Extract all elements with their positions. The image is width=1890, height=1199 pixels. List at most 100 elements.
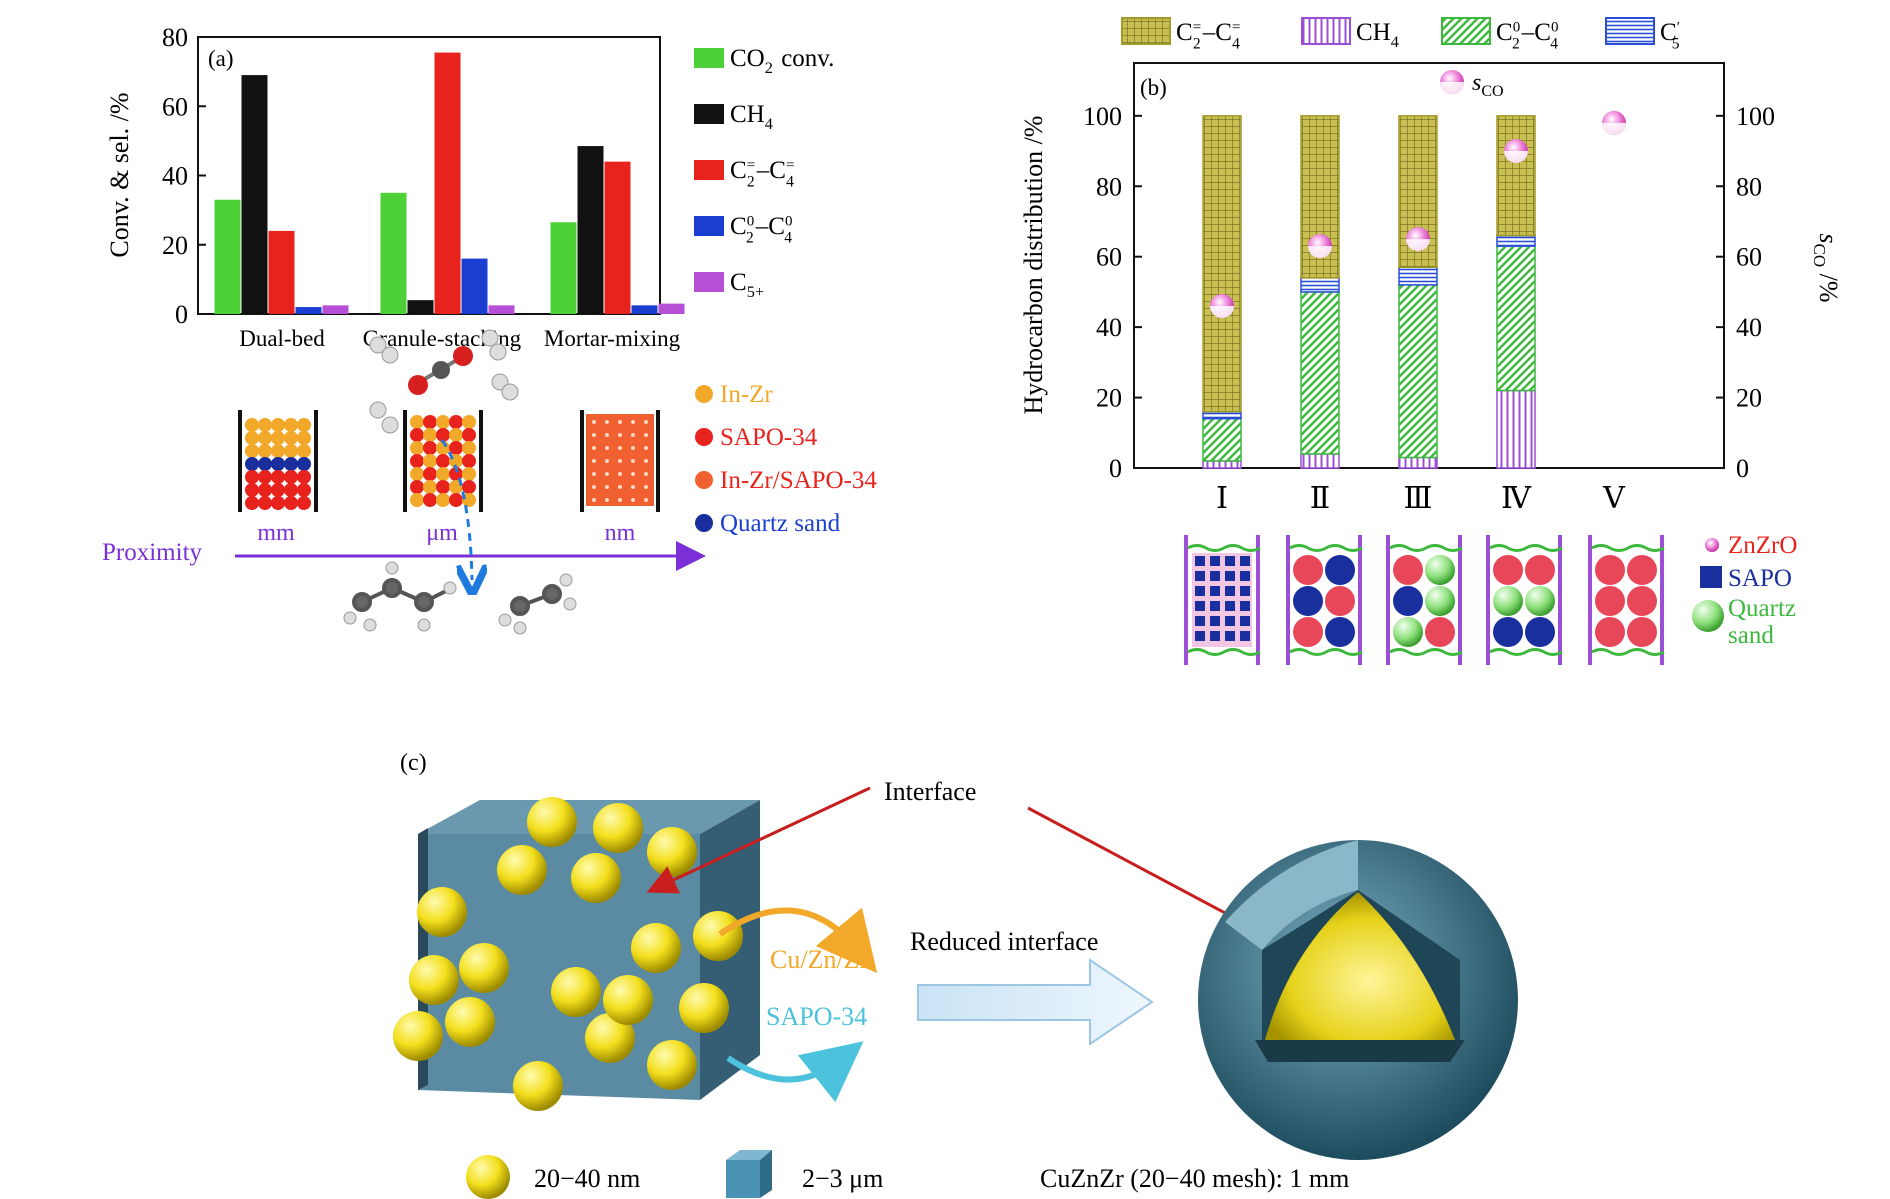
b-tube-3 (1486, 535, 1563, 665)
a-bar-mortar-mixing-3 (631, 305, 658, 314)
b-ytick-label-left-80: 80 (1096, 172, 1122, 201)
c-particle-7 (409, 955, 459, 1005)
b-ytick-label-left-20: 20 (1096, 384, 1122, 413)
panel-b-label: (b) (1140, 75, 1167, 100)
a-schem-legend-dot-0 (695, 385, 713, 403)
b-schem-legend-sphere-2 (1692, 600, 1724, 632)
a-ytick-label-80: 80 (162, 23, 188, 52)
a-bar-dual-bed-4 (322, 305, 349, 314)
panel-b-y2label: sCO /% (1810, 233, 1843, 302)
proximity-label: Proximity (102, 539, 203, 566)
b-legend-label-3: C′ 5 (1660, 19, 1682, 52)
b-bar-3-3 (1496, 115, 1536, 237)
legend-cube-icon (726, 1150, 772, 1198)
b-category-2: Ⅲ (1404, 482, 1433, 515)
a-legend-label-1: CH4 (730, 101, 775, 133)
b-ytick-label-right-60: 60 (1736, 243, 1762, 272)
c-particle-0 (527, 797, 577, 847)
a-legend-label-2: C= 2 –C= 4 (730, 157, 796, 190)
scale-label-nm: nm (605, 520, 636, 546)
panel-b-sco-legend: sCO (1440, 70, 1504, 100)
b-schem-legend-dot-0 (1705, 538, 1719, 552)
reduced-interface-label: Reduced interface (910, 927, 1098, 956)
a-legend-label-3: C0 2 –C0 4 (730, 213, 794, 246)
tube-dual-bed (238, 410, 318, 512)
b-ytick-label-left-100: 100 (1083, 102, 1122, 131)
a-legend-swatch-2 (694, 160, 724, 180)
co2-molecule-icon (408, 346, 473, 395)
a-schem-legend-label-1: SAPO-34 (720, 424, 818, 451)
legend-cube-label: 2−3 μm (802, 1164, 883, 1193)
legend-sphere-icon (466, 1155, 510, 1199)
panel-c-schematic: (c) Interface Cu/Zn/Zr SAPO-34 Reduced i… (393, 750, 1518, 1199)
c-particle-2 (647, 827, 697, 877)
c-particle-1 (593, 803, 643, 853)
panel-a-ylabel: Conv. & sel. /% (105, 92, 134, 257)
scale-label-mm: mm (257, 520, 295, 546)
b-ytick-label-right-40: 40 (1736, 313, 1762, 342)
c-particle-4 (571, 853, 621, 903)
b-sco-point-4 (1602, 110, 1626, 135)
panel-b-y-ticks: 0 0 20 20 40 40 60 60 80 80 100 100 (1083, 102, 1775, 483)
b-sco-point-2 (1406, 227, 1430, 252)
b-bar-1-0 (1300, 453, 1340, 469)
b-tube-0 (1184, 535, 1261, 665)
c-particle-17 (603, 975, 653, 1025)
ethene-molecule-icon (498, 573, 577, 635)
b-category-3: Ⅳ (1501, 482, 1532, 515)
b-bar-2-0 (1398, 456, 1438, 469)
b-schem-legend-square-1 (1700, 566, 1722, 588)
a-schem-legend-dot-2 (695, 471, 713, 489)
b-bar-0-0 (1202, 460, 1242, 469)
b-schem-legend-label-0: ZnZrO (1728, 532, 1797, 559)
panel-b-schematic (1184, 535, 1665, 665)
b-bar-0-3 (1202, 115, 1242, 413)
a-ytick-label-60: 60 (162, 92, 188, 121)
a-bar-granule-stacking-1 (407, 300, 434, 314)
panel-b-ylabel: Hydrocarbon distribution /% (1019, 116, 1048, 415)
c-particle-16 (513, 1061, 563, 1111)
a-bar-dual-bed-0 (214, 199, 241, 314)
a-legend-swatch-3 (694, 216, 724, 236)
b-legend-swatch-3 (1605, 17, 1655, 45)
b-legend-label-0: C= 2 –C= 4 (1176, 19, 1242, 52)
a-legend-label-0: CO2 conv. (730, 45, 834, 77)
hydrogen-molecules-icon (369, 329, 519, 434)
b-schem-legend-label-1: SAPO (1728, 565, 1792, 592)
b-bar-2-2 (1398, 266, 1438, 286)
b-bar-3-2 (1496, 234, 1536, 247)
b-category-1: Ⅱ (1310, 482, 1330, 515)
b-legend-label-2: C0 2 –C0 4 (1496, 19, 1560, 52)
panel-b-category-labels: Ⅰ Ⅱ Ⅲ Ⅳ Ⅴ (1216, 482, 1626, 515)
a-legend-swatch-1 (694, 104, 724, 124)
panel-b-bars (1202, 115, 1536, 469)
a-schem-legend-label-0: In-Zr (720, 381, 773, 408)
panel-a-legend: CO2 conv. CH4 C= 2 –C= 4 C0 2 –C0 4 C5+ (694, 45, 834, 301)
sapo-curve-arrow (726, 1041, 864, 1103)
a-bar-granule-stacking-4 (488, 305, 515, 314)
a-schem-legend-dot-3 (695, 514, 713, 532)
b-bar-3-1 (1496, 245, 1536, 392)
panel-b-legend: C= 2 –C= 4 CH4 C0 2 –C0 4 C′ 5 (1121, 17, 1682, 52)
interface-arrow-left (646, 786, 871, 894)
c-particle-10 (631, 923, 681, 973)
c-particle-5 (417, 887, 467, 937)
a-bar-granule-stacking-2 (434, 52, 461, 315)
a-category-dual-bed: Dual-bed (239, 326, 325, 351)
core-shell-sphere (1198, 840, 1518, 1160)
panel-b-schematic-legend: ZnZrO SAPO Quartz sand (1692, 532, 1797, 649)
c-particle-12 (679, 983, 729, 1033)
panel-a-bars (214, 52, 685, 315)
panel-a-schematic-legend: In-Zr SAPO-34 In-Zr/SAPO-34 Quartz sand (695, 381, 877, 537)
b-sco-point-3 (1504, 139, 1528, 164)
b-ytick-label-right-100: 100 (1736, 102, 1775, 131)
panel-b-sco-markers (1210, 110, 1626, 318)
b-bar-0-2 (1202, 410, 1242, 420)
a-bar-dual-bed-2 (268, 230, 295, 314)
a-category-mortar-mixing: Mortar-mixing (544, 326, 681, 351)
b-bar-1-2 (1300, 277, 1340, 293)
c-particle-9 (393, 1011, 443, 1061)
c-particle-14 (585, 1013, 635, 1063)
